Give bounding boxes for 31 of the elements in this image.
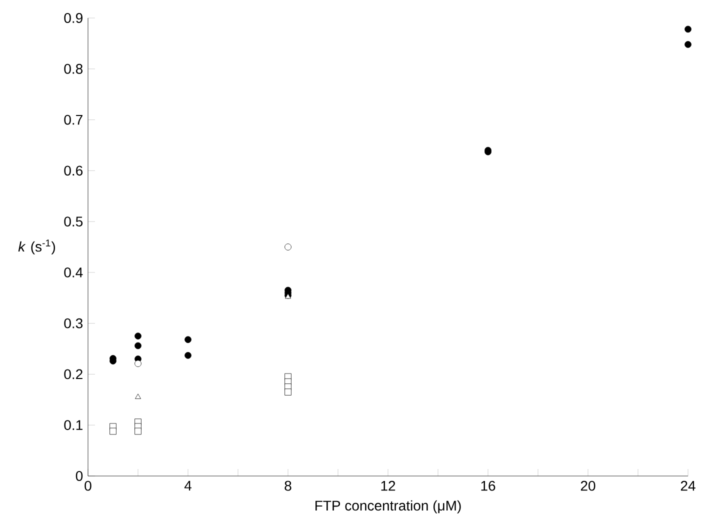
x-tick-label: 12 (381, 480, 396, 491)
y-tick-label: 0.8 (64, 64, 83, 74)
x-tick-label: 16 (481, 480, 496, 491)
y-tick-label: 0.4 (64, 267, 83, 278)
y-tick-label: 0.3 (64, 318, 83, 328)
point (110, 428, 116, 435)
y-tick-label: 0.2 (64, 369, 82, 380)
point (284, 388, 292, 396)
y-tick-label: 0.7 (64, 114, 82, 125)
x-axis-title: FTP concentration (μM) (315, 500, 461, 514)
point (134, 360, 142, 367)
x-tick-label: 0 (84, 480, 92, 491)
point (184, 336, 192, 344)
point (134, 342, 142, 350)
x-tick-label: 8 (284, 480, 292, 491)
y-tick-label: 0.9 (64, 13, 82, 23)
x-tick-label: 4 (184, 480, 192, 490)
point (184, 352, 192, 359)
point (684, 41, 692, 48)
point (135, 394, 141, 399)
point (284, 244, 292, 250)
point (134, 332, 142, 340)
point (684, 26, 692, 33)
y-tick-label: 0 (76, 471, 83, 481)
x-tick-label: 20 (580, 480, 596, 491)
y-tick-label: 0.1 (64, 420, 82, 430)
y-tick-label: 0.6 (64, 166, 83, 176)
x-tick-label: 24 (680, 480, 696, 491)
y-tick-label: 0.5 (64, 216, 83, 227)
y-axis-title: k (s$^{-1}$) (18, 240, 56, 254)
point (134, 428, 142, 435)
